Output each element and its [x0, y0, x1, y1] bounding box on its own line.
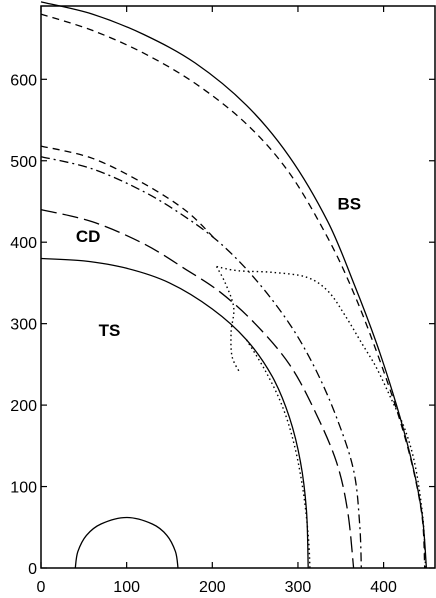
series-line-1 [40, 257, 309, 569]
series-line-7 [40, 13, 426, 569]
series-line-6 [40, 1, 428, 569]
series-line-2 [245, 339, 311, 569]
y-tick-label: 0 [28, 561, 37, 578]
x-tick-label: 400 [370, 579, 397, 596]
series-line-3 [40, 208, 355, 569]
y-tick-label: 200 [10, 398, 37, 415]
annotation-bs: BS [338, 195, 362, 214]
y-tick-label: 600 [10, 72, 37, 89]
series-line-4 [40, 156, 362, 569]
x-tick-label: 300 [285, 579, 312, 596]
annotation-ts: TS [99, 321, 121, 340]
y-tick-label: 100 [10, 480, 37, 497]
y-tick-label: 300 [10, 317, 37, 334]
series-group [40, 1, 428, 569]
y-tick-label: 400 [10, 235, 37, 252]
annotation-cd: CD [76, 227, 101, 246]
series-line-5 [40, 145, 218, 242]
series-line-9 [215, 266, 241, 373]
x-axis: 0 100 200 300 400 [37, 6, 397, 596]
plot-frame [40, 5, 436, 569]
x-tick-label: 200 [199, 579, 226, 596]
y-tick-label: 500 [10, 154, 37, 171]
series-line-10 [74, 516, 179, 569]
x-tick-label: 0 [37, 579, 46, 596]
annotation-group: BS CD TS [76, 195, 361, 340]
series-line-8 [216, 265, 427, 569]
x-tick-label: 100 [113, 579, 140, 596]
y-axis: 0 100 200 300 400 500 600 [10, 72, 435, 578]
